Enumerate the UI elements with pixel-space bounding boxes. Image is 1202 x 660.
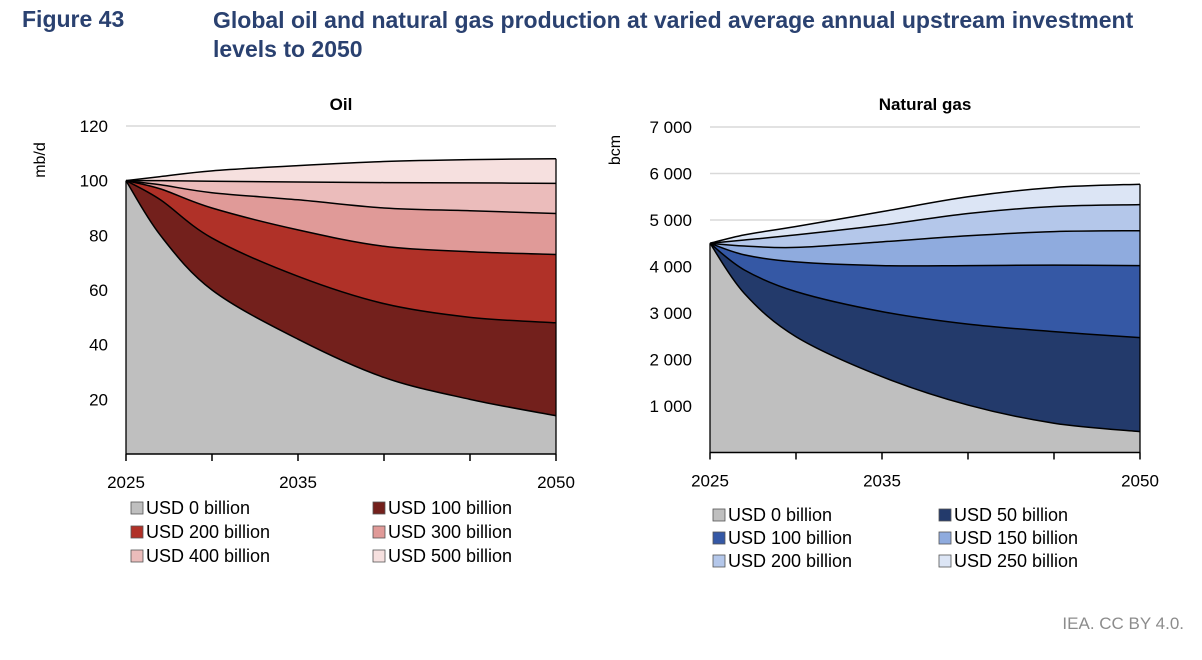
legend-label: USD 500 billion bbox=[388, 546, 512, 566]
legend-item: USD 250 billion bbox=[938, 551, 1078, 571]
legend-item: USD 0 billion bbox=[712, 505, 832, 525]
x-tick-label: 2050 bbox=[1121, 472, 1159, 491]
legend-swatch bbox=[712, 554, 726, 568]
chart-title: Natural gas bbox=[879, 95, 972, 114]
legend-swatch bbox=[712, 531, 726, 545]
series-line bbox=[709, 183, 1141, 244]
figure-title: Global oil and natural gas production at… bbox=[213, 7, 1134, 62]
y-tick-label: 7 000 bbox=[649, 118, 692, 137]
y-axis-label: bcm bbox=[607, 135, 624, 165]
legend-swatch bbox=[372, 501, 386, 515]
legend-swatch bbox=[938, 508, 952, 522]
legend-item: USD 100 billion bbox=[372, 498, 512, 518]
legend-item: USD 0 billion bbox=[130, 498, 250, 518]
chart-title: Oil bbox=[330, 95, 353, 114]
series-line bbox=[709, 203, 1141, 244]
area-band bbox=[126, 180, 556, 454]
y-tick-label: 120 bbox=[80, 117, 108, 136]
x-tick-label: 2035 bbox=[863, 472, 901, 491]
series-line bbox=[709, 242, 1141, 267]
y-tick-label: 100 bbox=[80, 172, 108, 191]
series-line bbox=[125, 179, 557, 185]
legend-item: USD 200 billion bbox=[712, 551, 852, 571]
y-tick-label: 20 bbox=[89, 390, 108, 409]
figure-number: Figure 43 bbox=[22, 6, 125, 32]
legend-swatch bbox=[130, 501, 144, 515]
legend-label: USD 50 billion bbox=[954, 505, 1068, 525]
legend-swatch bbox=[130, 549, 144, 563]
legend-item: USD 500 billion bbox=[372, 546, 512, 566]
series-line bbox=[709, 229, 1141, 249]
gas-chart: Natural gas bcm 1 000 2 000 3 000 4 000 5 000 6… bbox=[607, 95, 1159, 571]
legend-label: USD 400 billion bbox=[146, 546, 270, 566]
x-tick-label: 2025 bbox=[107, 473, 145, 492]
y-tick-label: 2 000 bbox=[649, 351, 692, 370]
legend-label: USD 200 billion bbox=[728, 551, 852, 571]
y-tick-label: 60 bbox=[89, 281, 108, 300]
legend-swatch bbox=[130, 525, 144, 539]
source-credit: IEA. CC BY 4.0. bbox=[1062, 614, 1184, 633]
y-tick-label: 3 000 bbox=[649, 304, 692, 323]
legend-label: USD 100 billion bbox=[388, 498, 512, 518]
legend-swatch bbox=[372, 525, 386, 539]
legend-swatch bbox=[372, 549, 386, 563]
x-tick-label: 2025 bbox=[691, 472, 729, 491]
legend-item: USD 200 billion bbox=[130, 522, 270, 542]
legend-label: USD 250 billion bbox=[954, 551, 1078, 571]
legend-label: USD 100 billion bbox=[728, 528, 852, 548]
series-line bbox=[125, 180, 557, 417]
x-tick-label: 2035 bbox=[279, 473, 317, 492]
legend-label: USD 200 billion bbox=[146, 522, 270, 542]
area-band bbox=[710, 243, 1140, 453]
legend-label: USD 300 billion bbox=[388, 522, 512, 542]
series-line bbox=[125, 179, 557, 215]
y-tick-label: 40 bbox=[89, 336, 108, 355]
oil-chart: Oil mb/d 20 40 60 80 100 120 2025 2035 2050 USD 0 b… bbox=[32, 95, 575, 566]
x-tick-label: 2050 bbox=[537, 473, 575, 492]
y-axis-label: mb/d bbox=[32, 142, 49, 178]
series-line bbox=[125, 179, 557, 256]
legend-swatch bbox=[712, 508, 726, 522]
legend-swatch bbox=[938, 531, 952, 545]
series-line bbox=[125, 180, 557, 324]
y-tick-label: 80 bbox=[89, 226, 108, 245]
legend-item: USD 100 billion bbox=[712, 528, 852, 548]
y-tick-label: 5 000 bbox=[649, 211, 692, 230]
legend-item: USD 300 billion bbox=[372, 522, 512, 542]
series-line bbox=[709, 242, 1141, 433]
legend-label: USD 0 billion bbox=[728, 505, 832, 525]
legend-label: USD 0 billion bbox=[146, 498, 250, 518]
legend-item: USD 50 billion bbox=[938, 505, 1068, 525]
series-line bbox=[125, 158, 557, 182]
y-tick-label: 4 000 bbox=[649, 258, 692, 277]
legend-label: USD 150 billion bbox=[954, 528, 1078, 548]
y-tick-label: 1 000 bbox=[649, 397, 692, 416]
legend-swatch bbox=[938, 554, 952, 568]
series-line bbox=[709, 242, 1141, 339]
y-tick-label: 6 000 bbox=[649, 165, 692, 184]
legend-item: USD 150 billion bbox=[938, 528, 1078, 548]
legend-item: USD 400 billion bbox=[130, 546, 270, 566]
